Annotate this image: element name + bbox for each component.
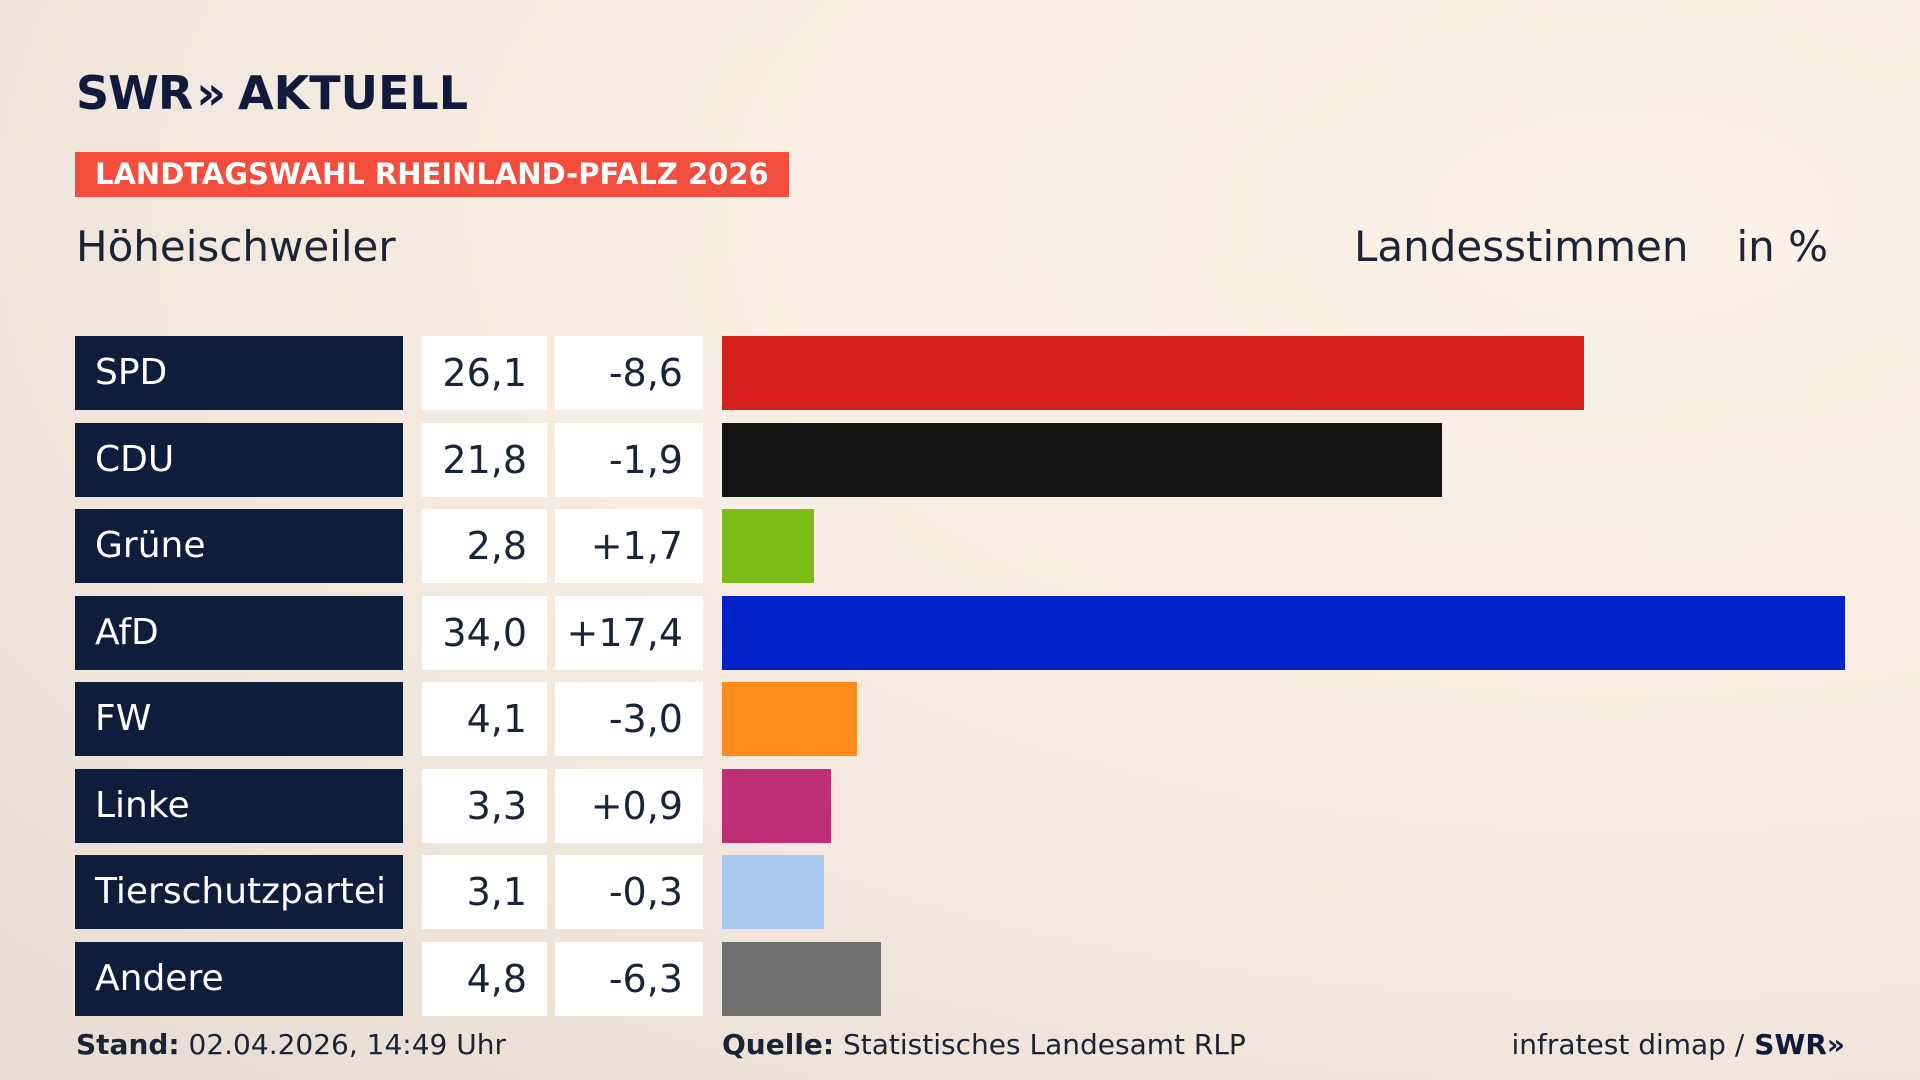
value-label: 3,3	[422, 768, 547, 843]
party-label: AfD	[75, 595, 403, 670]
party-label: CDU	[75, 422, 403, 497]
logo-chevron-icon: »	[196, 66, 226, 120]
chart-row: SPD 26,1 -8,6	[0, 336, 1920, 410]
change-label: +1,7	[555, 509, 703, 583]
chart-row: CDU 21,8 -1,9	[0, 422, 1920, 497]
party-label: SPD	[75, 336, 403, 410]
measure-header: Landesstimmen in %	[1354, 222, 1828, 271]
value-label: 34,0	[422, 595, 547, 670]
value-label: 3,1	[422, 855, 547, 929]
election-banner: LANDTAGSWAHL RHEINLAND-PFALZ 2026	[75, 152, 789, 197]
change-label: +17,4	[555, 595, 703, 670]
party-label: Tierschutzpartei	[75, 855, 403, 929]
party-label: Linke	[75, 768, 403, 843]
chart-row: Tierschutzpartei 3,1 -0,3	[0, 855, 1920, 929]
value-label: 4,8	[422, 941, 547, 1016]
source-label: Quelle:	[722, 1028, 835, 1061]
result-bar	[722, 855, 825, 929]
result-bar	[722, 509, 815, 583]
result-bar	[722, 595, 1845, 670]
place-title: Höheischweiler	[76, 222, 396, 271]
chart-row: Linke 3,3 +0,9	[0, 768, 1920, 843]
footer-source: Quelle: Statistisches Landesamt RLP	[722, 1028, 1246, 1061]
result-bar	[722, 336, 1585, 410]
change-label: -6,3	[555, 941, 703, 1016]
chart-row: Grüne 2,8 +1,7	[0, 509, 1920, 583]
party-label: Grüne	[75, 509, 403, 583]
value-label: 4,1	[422, 682, 547, 756]
stand-label: Stand:	[76, 1028, 180, 1061]
value-label: 26,1	[422, 336, 547, 410]
chart-row: FW 4,1 -3,0	[0, 682, 1920, 756]
stand-value: 02.04.2026, 14:49 Uhr	[188, 1028, 506, 1061]
value-label: 21,8	[422, 422, 547, 497]
result-bar	[722, 941, 881, 1016]
party-label: Andere	[75, 941, 403, 1016]
change-label: -0,3	[555, 855, 703, 929]
logo-brand: SWR	[76, 66, 193, 120]
chart-row: AfD 34,0 +17,4	[0, 595, 1920, 670]
source-value: Statistisches Landesamt RLP	[843, 1028, 1246, 1061]
chart-row: Andere 4,8 -6,3	[0, 941, 1920, 1016]
result-bar	[722, 768, 831, 843]
credit-text: infratest dimap /	[1511, 1028, 1745, 1061]
result-bar	[722, 682, 858, 756]
party-label: FW	[75, 682, 403, 756]
change-label: +0,9	[555, 768, 703, 843]
change-label: -8,6	[555, 336, 703, 410]
change-label: -3,0	[555, 682, 703, 756]
result-bar	[722, 422, 1443, 497]
measure-label: Landesstimmen	[1354, 222, 1689, 271]
swr-mini-logo: SWR»	[1754, 1028, 1845, 1061]
swr-aktuell-logo: SWR » AKTUELL	[76, 66, 468, 120]
footer-stand: Stand: 02.04.2026, 14:49 Uhr	[76, 1028, 506, 1061]
value-label: 2,8	[422, 509, 547, 583]
change-label: -1,9	[555, 422, 703, 497]
unit-label: in %	[1736, 222, 1828, 271]
footer-credit: infratest dimap / SWR»	[1511, 1028, 1845, 1061]
logo-word: AKTUELL	[238, 66, 469, 120]
